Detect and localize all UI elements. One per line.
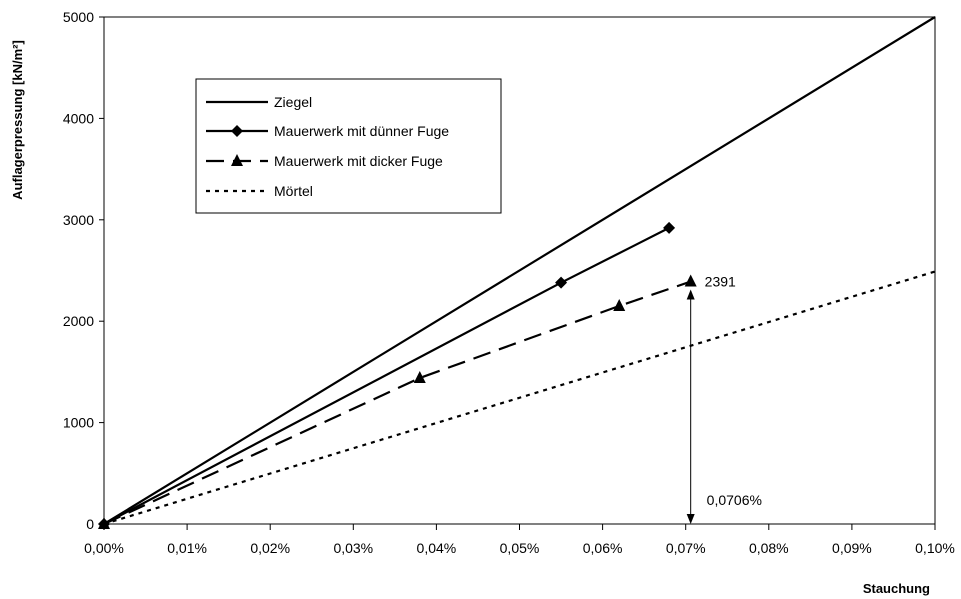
legend-marker-3 — [231, 154, 243, 166]
annotation-strain-value: 0,0706% — [707, 492, 762, 508]
series-line-3 — [103, 280, 692, 525]
x-tick-label: 0,06% — [583, 540, 623, 556]
series-3-marker — [613, 298, 626, 311]
x-tick-label: 0,01% — [167, 540, 207, 556]
annotation-arrow-head-down — [686, 514, 695, 524]
x-tick-label: 0,07% — [666, 540, 706, 556]
x-tick-label: 0,04% — [417, 540, 457, 556]
y-tick-label: 5000 — [63, 9, 94, 25]
x-tick-label: 0,03% — [333, 540, 373, 556]
y-tick-label: 1000 — [63, 415, 94, 431]
y-axis-title: Auflagerpressung [kN/m²] — [10, 40, 25, 200]
x-tick-label: 0,05% — [500, 540, 540, 556]
x-tick-label: 0,08% — [749, 540, 789, 556]
x-tick-label: 0,10% — [915, 540, 955, 556]
x-tick-label: 0,09% — [832, 540, 872, 556]
x-axis-title: Stauchung — [863, 581, 930, 596]
legend-marker-2 — [231, 125, 243, 137]
y-tick-label: 2000 — [63, 313, 94, 329]
y-tick-label: 4000 — [63, 110, 94, 126]
legend-label-3: Mauerwerk mit dicker Fuge — [274, 153, 443, 169]
series-2-marker — [663, 221, 676, 234]
annotation-max-value: 2391 — [705, 274, 736, 290]
y-tick-label: 0 — [86, 516, 94, 532]
legend-label-4: Mörtel — [274, 183, 313, 199]
x-tick-label: 0,02% — [250, 540, 290, 556]
legend-label-1: Ziegel — [274, 94, 312, 110]
legend: Ziegel Mauerwerk mit dünner Fuge Mauerwerk… — [195, 78, 502, 214]
series-3-marker — [684, 274, 697, 287]
annotation-arrow-head-up — [686, 289, 695, 300]
legend-label-2: Mauerwerk mit dünner Fuge — [274, 123, 449, 139]
series-line-1 — [103, 16, 936, 525]
series-2-marker — [555, 276, 568, 289]
series-3-marker — [413, 370, 426, 383]
legend-box — [195, 78, 502, 214]
series-line-4 — [103, 270, 936, 526]
x-tick-label: 0,00% — [84, 540, 124, 556]
y-tick-label: 3000 — [63, 212, 94, 228]
